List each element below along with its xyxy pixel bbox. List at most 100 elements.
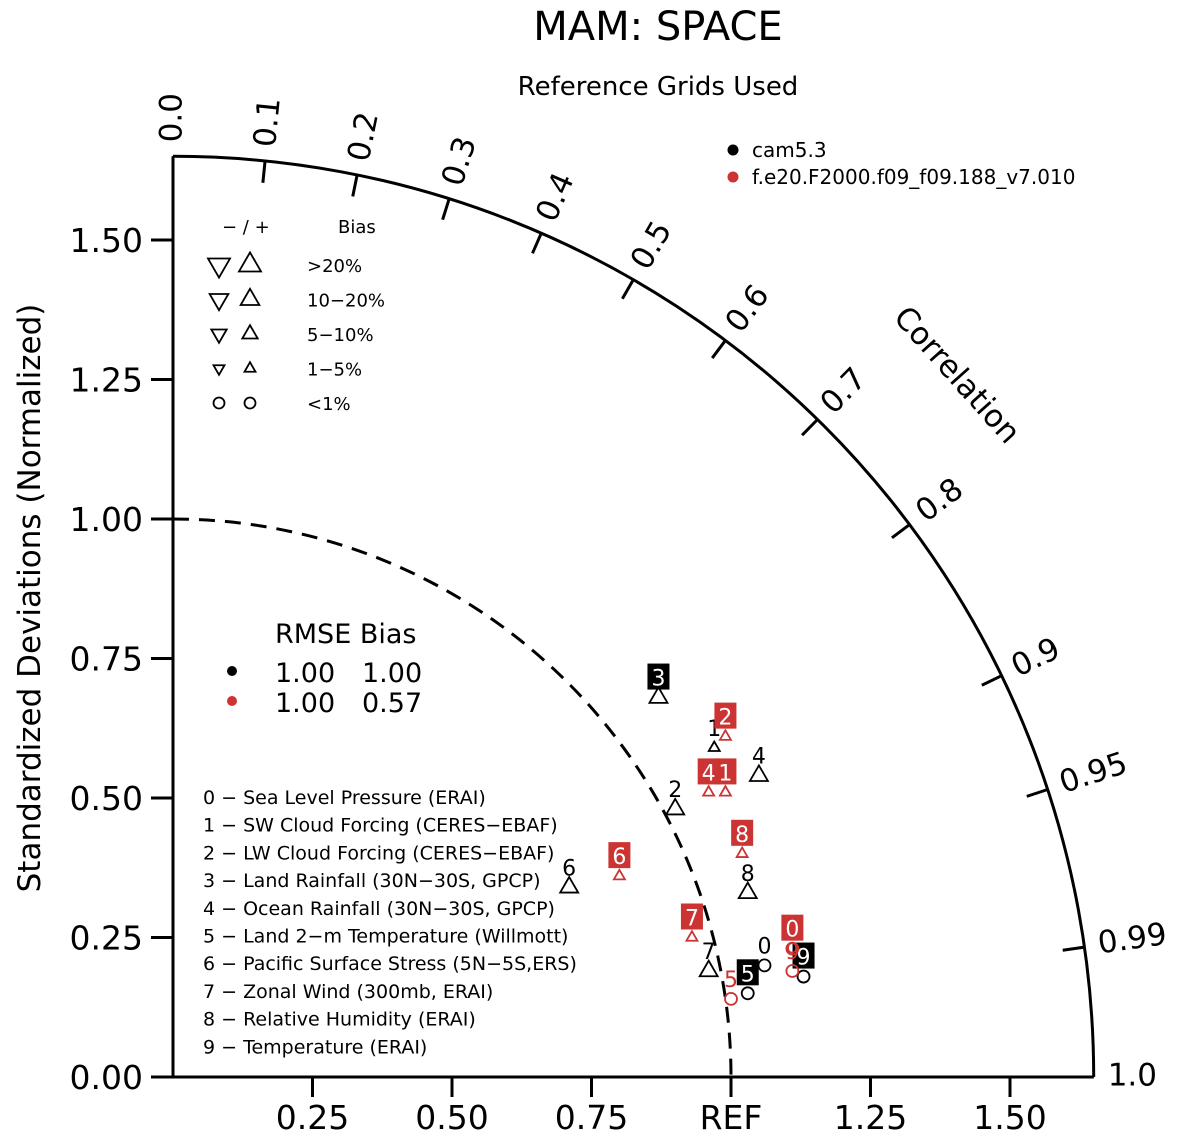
corr-tick xyxy=(261,160,267,183)
y-tick-label: 1.50 xyxy=(70,221,143,260)
legends: cam5.3 f.e20.F2000.f09_f09.188_v7.010 − / … xyxy=(203,138,1075,1058)
rmse-dot xyxy=(227,696,237,706)
corr-tick xyxy=(1062,945,1085,952)
axes: 0.000.250.500.751.001.251.500.25 0.50 0.75… xyxy=(70,93,1170,1135)
point-triangle xyxy=(737,880,759,900)
data-point: 5 xyxy=(736,959,759,1001)
data-point: 2 xyxy=(714,702,737,741)
corr-tick xyxy=(981,674,1003,687)
point-label: 0 xyxy=(757,934,771,959)
bias-down-triangle xyxy=(211,364,227,377)
y-tick-label: 0.00 xyxy=(70,1058,143,1097)
variable-list-item: 6 − Pacific Surface Stress (5N−5S,ERS) xyxy=(203,953,577,975)
point-label-box xyxy=(680,903,703,930)
bias-legend-label: <1% xyxy=(307,394,351,415)
y-tick-label: 0.25 xyxy=(70,919,143,958)
corr-tick xyxy=(801,418,819,437)
variable-list-item: 7 − Zonal Wind (300mb, ERAI) xyxy=(203,981,493,1003)
corr-tick-label: 0.6 xyxy=(718,278,776,339)
point-label: 6 xyxy=(562,856,576,881)
bias-up-triangle xyxy=(240,323,260,340)
corr-tick xyxy=(351,174,359,197)
model-legend-label: f.e20.F2000.f09_f09.188_v7.010 xyxy=(752,165,1075,189)
data-point: 9 xyxy=(785,940,800,978)
data-point: 2 xyxy=(664,778,686,816)
data-point: 0 xyxy=(757,934,772,973)
data-point: 0 xyxy=(781,914,804,956)
y-tick-label: 0.50 xyxy=(70,779,143,818)
corr-tick-label: 0.9 xyxy=(1006,631,1066,685)
corr-tick xyxy=(711,339,727,359)
x-tick-label: REF xyxy=(700,1098,763,1135)
bias-up-triangle xyxy=(239,287,261,306)
point-triangle xyxy=(698,958,720,978)
corr-tick-label: 0.4 xyxy=(529,167,582,227)
data-point: 5 xyxy=(724,968,738,1006)
variable-list-item: 2 − LW Cloud Forcing (CERES−EBAF) xyxy=(203,842,554,864)
point-label-box xyxy=(608,842,631,869)
data-point: 7 xyxy=(680,903,703,942)
corr-tick-label: 0.99 xyxy=(1096,916,1169,961)
point-label: 3 xyxy=(651,667,665,692)
data-point: 1 xyxy=(714,758,737,797)
point-label: 4 xyxy=(702,761,716,786)
corr-tick-label: 0.0 xyxy=(154,93,190,142)
point-label: 5 xyxy=(741,962,755,987)
variable-list-item: 8 − Relative Humidity (ERAI) xyxy=(203,1009,476,1031)
point-triangle xyxy=(612,868,627,881)
x-tick-label: 1.25 xyxy=(834,1098,907,1135)
y-tick-label: 1.00 xyxy=(70,500,143,539)
point-circle xyxy=(785,941,800,956)
bias-legend-label: 10−20% xyxy=(307,291,385,312)
corr-tick xyxy=(891,523,911,539)
point-label: 4 xyxy=(752,745,766,770)
point-circle xyxy=(740,986,755,1001)
point-triangle xyxy=(647,685,670,704)
variable-list-item: 5 − Land 2−m Temperature (Willmott) xyxy=(203,926,568,948)
point-label: 7 xyxy=(702,940,716,965)
data-point: 6 xyxy=(558,856,580,894)
variable-list-item: 4 − Ocean Rainfall (30N−30S, GPCP) xyxy=(203,898,555,920)
data-point: 4 xyxy=(697,758,720,797)
x-tick-label: 0.25 xyxy=(276,1098,349,1135)
point-triangle xyxy=(558,875,580,894)
x-tick-label: 1.50 xyxy=(973,1098,1046,1135)
reference-arc xyxy=(172,517,733,1078)
point-label: 7 xyxy=(685,907,699,932)
y-axis-label: Standardized Deviations (Normalized) xyxy=(12,304,48,893)
point-triangle xyxy=(664,797,686,816)
model-legend-dot xyxy=(727,171,739,183)
point-triangle xyxy=(735,845,750,858)
data-point: 3 xyxy=(647,663,670,704)
rmse-bias-header: RMSE Bias xyxy=(275,619,416,650)
point-circle xyxy=(757,958,772,973)
point-triangle xyxy=(707,739,722,752)
bias-down-triangle xyxy=(208,293,230,312)
corr-tick xyxy=(531,232,543,254)
point-triangle xyxy=(701,784,716,797)
bias-down-triangle xyxy=(209,328,229,345)
point-label-box xyxy=(697,758,720,785)
corr-tick xyxy=(1026,788,1049,798)
point-label: 6 xyxy=(612,845,626,870)
bias-circle xyxy=(212,396,226,410)
chart-title: MAM: SPACE xyxy=(533,4,782,50)
point-label-box xyxy=(781,914,804,941)
point-label-box xyxy=(736,959,759,986)
chart-subtitle: Reference Grids Used xyxy=(518,72,799,102)
variable-list-item: 1 − SW Cloud Forcing (CERES−EBAF) xyxy=(203,815,558,837)
corr-tick-label: 0.95 xyxy=(1055,745,1132,801)
outer-arc xyxy=(172,154,1096,1078)
point-triangle xyxy=(748,763,770,782)
data-point: 7 xyxy=(698,940,720,978)
corr-tick-label: 0.3 xyxy=(435,132,484,190)
variable-list-item: 3 − Land Rainfall (30N−30S, GPCP) xyxy=(203,870,541,892)
data-point: 6 xyxy=(608,842,631,881)
bias-up-triangle xyxy=(237,250,263,273)
point-label-box xyxy=(731,819,754,846)
variable-list-item: 0 − Sea Level Pressure (ERAI) xyxy=(203,787,486,809)
point-circle xyxy=(785,964,800,978)
point-label: 9 xyxy=(797,946,811,971)
bias-circle xyxy=(243,396,257,410)
